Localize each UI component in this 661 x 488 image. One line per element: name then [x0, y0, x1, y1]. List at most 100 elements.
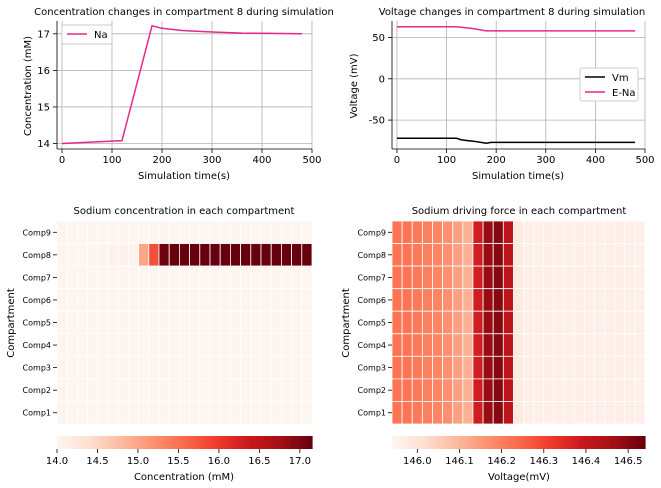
- heatmap-cell: [472, 243, 484, 267]
- colorbar-segment: [120, 436, 124, 449]
- heatmap-cell: [117, 310, 129, 335]
- colorbar-segment: [244, 436, 247, 449]
- colorbar-segment: [131, 436, 135, 449]
- heatmap-cell: [138, 288, 150, 312]
- heatmap-cell: [482, 310, 494, 335]
- colorbar-segment: [495, 436, 499, 449]
- heatmap-cell: [614, 243, 626, 267]
- x-tick-label: 200: [152, 155, 171, 166]
- colorbar-segment: [548, 436, 551, 449]
- heatmap-cell: [219, 265, 231, 290]
- colorbar-segment: [195, 436, 198, 449]
- heatmap-cell: [107, 288, 119, 312]
- colorbar-label: Voltage(mV): [488, 472, 550, 483]
- colorbar-segment: [288, 436, 292, 449]
- heatmap-cell: [543, 310, 555, 335]
- heatmap-cell: [107, 378, 119, 402]
- heatmap-cell: [543, 401, 555, 425]
- colorbar-segment: [425, 436, 429, 449]
- heatmap-cell: [301, 355, 313, 380]
- x-tick-label: 100: [437, 155, 456, 166]
- heatmap-cell: [513, 243, 524, 267]
- colorbar-segment: [261, 436, 264, 449]
- row-label: Comp7: [358, 273, 386, 282]
- heatmap-cell: [391, 333, 403, 357]
- row-label: Comp4: [23, 341, 51, 350]
- x-tick-label: 0: [59, 155, 65, 166]
- colorbar-segment: [231, 436, 234, 449]
- heatmap-cell: [158, 288, 170, 312]
- colorbar-segment: [406, 436, 410, 449]
- colorbar-segment: [598, 436, 602, 449]
- colorbar-segment: [478, 436, 482, 449]
- colorbar-segment: [95, 436, 98, 449]
- colorbar-segment: [562, 436, 566, 449]
- heatmap-cell: [250, 401, 262, 425]
- colorbar-segment: [533, 436, 536, 449]
- heatmap-cell: [107, 333, 119, 357]
- colorbar-segment: [600, 436, 604, 449]
- heatmap-cell: [594, 378, 605, 402]
- heatmap-cell: [432, 355, 444, 380]
- x-tick-label: 200: [487, 155, 506, 166]
- heatmap-cell: [401, 333, 413, 357]
- heatmap-cell: [421, 310, 433, 335]
- heatmap-cell: [168, 288, 180, 312]
- heatmap-cell: [97, 310, 109, 335]
- row-label: Comp2: [23, 386, 51, 395]
- colorbar-segment: [444, 436, 448, 449]
- colorbar-segment: [392, 436, 395, 449]
- colorbar-segment: [125, 436, 128, 449]
- row-label: Comp4: [358, 341, 386, 350]
- colorbar-segment: [491, 436, 494, 449]
- heatmap-cell: [117, 220, 129, 244]
- heatmap-cell: [56, 243, 68, 267]
- heatmap-cell: [301, 378, 313, 402]
- heatmap-cell: [168, 401, 180, 425]
- heatmap-cell: [421, 333, 433, 357]
- colorbar-segment: [497, 436, 501, 449]
- heatmap-cell: [462, 355, 474, 380]
- heatmap-cell: [301, 220, 313, 244]
- colorbar-segment: [161, 436, 164, 449]
- heatmap-cell: [250, 220, 262, 244]
- colorbar-tick-label: 146.0: [403, 456, 432, 467]
- colorbar-segment: [235, 436, 239, 449]
- colorbar-segment: [74, 436, 77, 449]
- heatmap-cell: [107, 243, 119, 267]
- heatmap-cell: [280, 265, 292, 290]
- colorbar-segment: [193, 436, 196, 449]
- heatmap-cell: [199, 310, 211, 335]
- heatmap-cell: [280, 220, 292, 244]
- heatmap-cell: [138, 265, 150, 290]
- colorbar-segment: [518, 436, 522, 449]
- heatmap-cell: [280, 355, 292, 380]
- heatmap-cell: [97, 288, 109, 312]
- heatmap-cell: [56, 333, 68, 357]
- colorbar-tick-label: 16.5: [248, 456, 270, 467]
- colorbar-segment: [218, 436, 222, 449]
- heatmap-cell: [97, 265, 109, 290]
- heatmap-cell: [77, 355, 89, 380]
- heatmap-cell: [553, 220, 565, 244]
- colorbar-segment: [501, 436, 505, 449]
- colorbar-segment: [97, 436, 101, 449]
- colorbar-segment: [299, 436, 302, 449]
- heatmap-cell: [624, 220, 636, 244]
- heatmap-cell: [573, 401, 585, 425]
- heatmap-cell: [66, 355, 78, 380]
- colorbar-segment: [80, 436, 84, 449]
- heatmap-cell: [513, 288, 524, 312]
- colorbar-segment: [588, 436, 591, 449]
- heatmap-cell: [421, 220, 433, 244]
- colorbar-segment: [529, 436, 532, 449]
- colorbar-segment: [556, 436, 560, 449]
- heatmap-cell: [270, 310, 282, 335]
- heatmap-cell: [199, 220, 211, 244]
- heatmap-cell: [209, 243, 221, 267]
- heatmap-cell: [452, 220, 464, 244]
- heatmap-cell: [291, 378, 303, 402]
- legend: Vm E-Na: [579, 67, 639, 102]
- heatmap-cell: [492, 401, 504, 425]
- heatmap-cell: [624, 355, 636, 380]
